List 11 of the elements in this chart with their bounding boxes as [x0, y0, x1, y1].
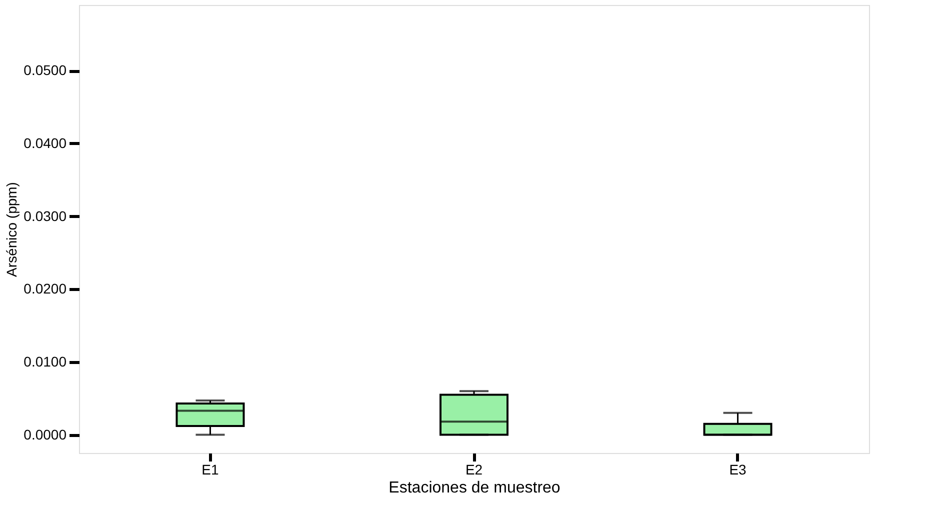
y-tick-label: 0.0400 — [24, 134, 67, 151]
y-axis-title: Arsénico (ppm) — [4, 182, 20, 277]
x-tick-label: E3 — [729, 462, 747, 478]
y-tick-label: 0.0100 — [24, 353, 67, 370]
y-tick-label: 0.0000 — [24, 426, 67, 442]
x-tick-label: E1 — [202, 462, 219, 478]
y-tick-label: 0.0200 — [24, 280, 67, 297]
x-tick-label: E2 — [465, 462, 483, 478]
y-tick-label: 0.0300 — [24, 208, 67, 224]
y-tick-label: 0.0500 — [24, 62, 67, 78]
x-axis-title: Estaciones de muestreo — [388, 480, 560, 496]
